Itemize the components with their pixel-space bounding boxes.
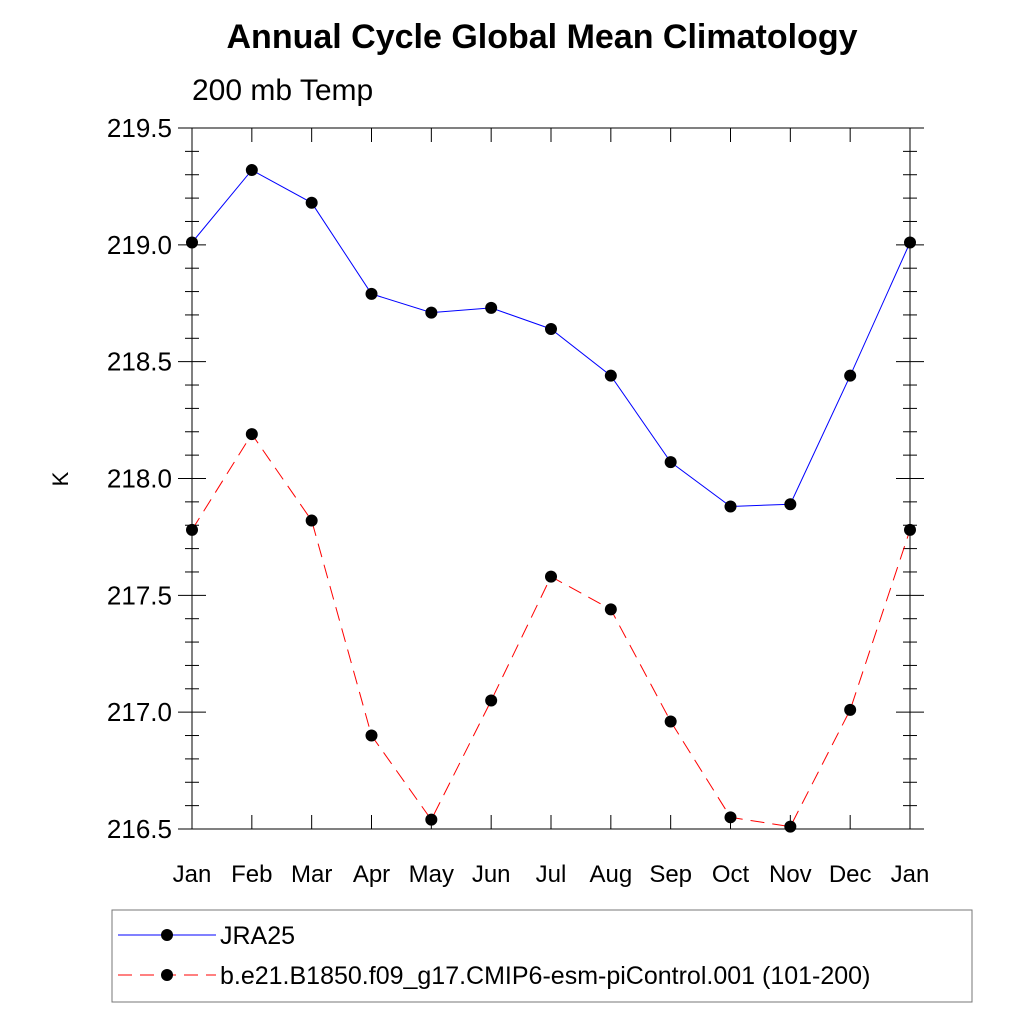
x-tick-label: Oct bbox=[712, 861, 750, 888]
x-tick-label: Nov bbox=[769, 861, 812, 888]
x-tick-label: Jun bbox=[472, 861, 511, 888]
data-point-cmip6 bbox=[724, 811, 737, 824]
series-line-jra25 bbox=[191, 169, 911, 508]
data-point-cmip6 bbox=[305, 514, 318, 527]
x-tick-label: May bbox=[409, 861, 454, 888]
x-tick-label: Feb bbox=[231, 861, 272, 888]
x-tick-labels: Jan Feb Mar Apr May Jun Jul Aug Sep Oct Nov Dec Jan bbox=[173, 861, 930, 888]
data-point-cmip6 bbox=[844, 703, 857, 716]
legend: JRA25 b.e21.B1850.f09_g17.CMIP6-esm-piCo… bbox=[111, 909, 973, 1003]
x-tick-label: Jan bbox=[173, 861, 212, 888]
x-tick-label: Dec bbox=[829, 861, 872, 888]
legend-label-cmip6: b.e21.B1850.f09_g17.CMIP6-esm-piControl.… bbox=[220, 962, 870, 990]
chart-subtitle: 200 mb Temp bbox=[192, 74, 373, 107]
x-tick-label: Jul bbox=[536, 861, 567, 888]
tick-marks bbox=[178, 127, 924, 830]
data-point-jra25 bbox=[844, 369, 857, 382]
y-tick-label: 218.0 bbox=[107, 464, 172, 494]
series-layer bbox=[186, 164, 916, 833]
data-point-jra25 bbox=[485, 301, 498, 314]
x-tick-label: Jan bbox=[891, 861, 930, 888]
data-point-cmip6 bbox=[664, 715, 677, 728]
y-tick-label: 219.5 bbox=[107, 113, 172, 143]
data-point-cmip6 bbox=[425, 813, 438, 826]
data-point-jra25 bbox=[724, 500, 737, 513]
y-tick-label: 219.0 bbox=[107, 230, 172, 260]
data-point-jra25 bbox=[245, 164, 258, 177]
x-tick-label: Aug bbox=[589, 861, 632, 888]
data-point-jra25 bbox=[784, 498, 797, 511]
x-tick-label: Mar bbox=[291, 861, 332, 888]
y-tick-label: 216.5 bbox=[107, 814, 172, 844]
data-point-jra25 bbox=[545, 322, 557, 335]
legend-marker-cmip6 bbox=[161, 969, 173, 981]
data-point-cmip6 bbox=[365, 729, 378, 742]
x-tick-label: Sep bbox=[649, 861, 692, 888]
y-axis-label: K bbox=[48, 471, 73, 486]
y-tick-label: 217.0 bbox=[107, 697, 172, 727]
data-point-jra25 bbox=[425, 306, 438, 319]
plot-frame bbox=[191, 127, 911, 830]
data-point-cmip6 bbox=[245, 428, 258, 441]
data-point-jra25 bbox=[305, 196, 318, 209]
chart-title: Annual Cycle Global Mean Climatology bbox=[227, 18, 858, 56]
y-tick-label: 218.5 bbox=[107, 347, 172, 377]
data-point-cmip6 bbox=[784, 820, 797, 833]
y-tick-label: 217.5 bbox=[107, 580, 172, 610]
series-line-cmip6 bbox=[191, 433, 911, 828]
x-tick-label: Apr bbox=[353, 861, 390, 888]
legend-box bbox=[111, 909, 973, 1003]
legend-marker-jra25 bbox=[161, 929, 173, 941]
y-tick-labels: 216.5 217.0 217.5 218.0 218.5 219.0 219.5 bbox=[107, 113, 172, 844]
data-point-jra25 bbox=[604, 369, 617, 382]
data-point-jra25 bbox=[664, 456, 677, 469]
data-point-cmip6 bbox=[604, 603, 617, 616]
data-point-cmip6 bbox=[545, 570, 557, 583]
data-point-cmip6 bbox=[485, 694, 498, 707]
data-point-jra25 bbox=[365, 287, 378, 300]
legend-label-jra25: JRA25 bbox=[220, 922, 295, 950]
